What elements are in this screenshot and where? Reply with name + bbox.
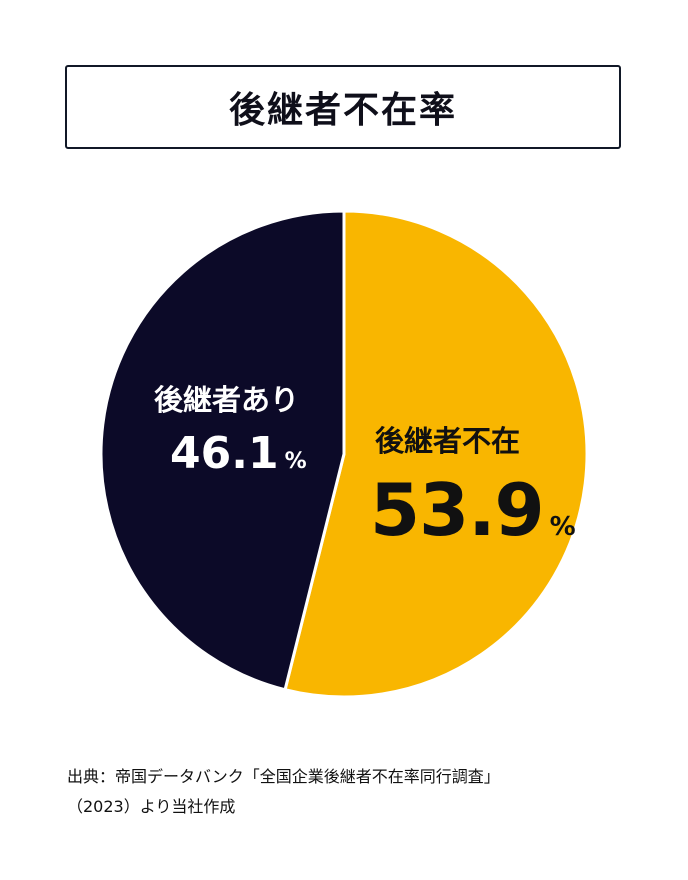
slice-value-present-number: 46.1 bbox=[170, 428, 279, 479]
pie-slice-absent bbox=[283, 209, 589, 699]
slice-value-absent: 53.9% bbox=[370, 468, 576, 552]
slice-value-absent-unit: % bbox=[549, 512, 576, 542]
pie-slice-present bbox=[99, 209, 346, 692]
source-note: 出典：帝国データバンク「全国企業後継者不在率同行調査」 （2023）より当社作成 bbox=[67, 762, 500, 822]
slice-label-absent: 後継者不在 bbox=[375, 424, 521, 458]
slice-label-present: 後継者あり bbox=[154, 383, 300, 417]
slice-value-present: 46.1% bbox=[170, 428, 307, 479]
source-line-2: （2023）より当社作成 bbox=[67, 797, 236, 816]
source-line-1: 出典：帝国データバンク「全国企業後継者不在率同行調査」 bbox=[67, 767, 500, 786]
chart-title: 後継者不在率 bbox=[228, 90, 457, 131]
chart-title-box: 後継者不在率 bbox=[65, 65, 621, 149]
slice-value-absent-number: 53.9 bbox=[370, 468, 545, 552]
slice-value-present-unit: % bbox=[284, 449, 307, 474]
